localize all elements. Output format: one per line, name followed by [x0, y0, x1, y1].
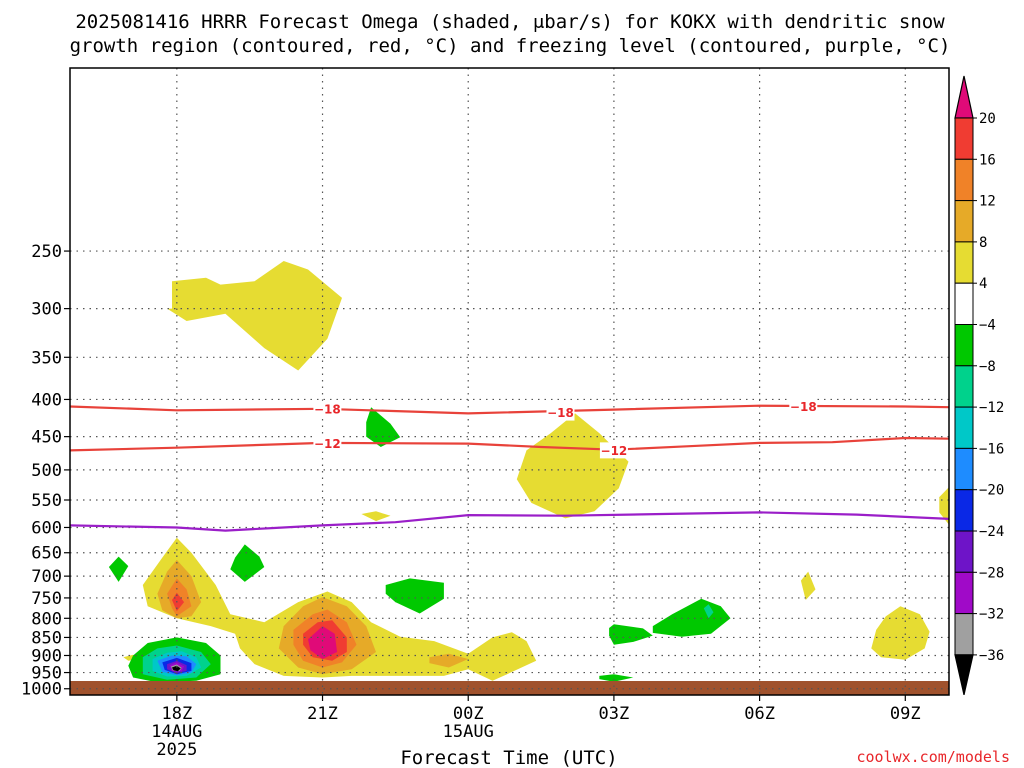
omega-region-6 [230, 544, 265, 582]
omega-region-0 [167, 261, 342, 371]
x-tick-label-09Z: 09Z [890, 704, 921, 724]
grid-lines [70, 68, 949, 695]
colorbar-swatch-9 [954, 447, 974, 491]
y-tick-label-300: 300 [31, 300, 62, 320]
omega-region-29 [703, 604, 714, 619]
colorbar-swatch-8 [954, 406, 974, 449]
omega-region-16 [308, 626, 338, 659]
x-axis-ticks: 18Z 14AUG 2025 21Z 00Z 15AUG 03Z 06Z 09Z [151, 695, 921, 760]
y-tick-label-700: 700 [31, 567, 62, 587]
colorbar-label-13: −36 [979, 648, 1004, 664]
colorbar-bottom-arrow [954, 654, 974, 696]
omega-region-5 [108, 556, 129, 582]
omega-region-27 [609, 624, 653, 645]
colorbar-swatch-11 [954, 530, 974, 573]
colorbar-label-11: −28 [979, 565, 1004, 581]
contour-label-bg [313, 400, 342, 417]
colorbar-swatch-1 [954, 117, 974, 160]
colorbar: 20 16 12 8 4 −4 −8 −12 −16 −20 −24 −28 −32 −36 [954, 75, 1004, 696]
colorbar-label-8: −16 [979, 441, 1004, 457]
colorbar-label-10: −24 [979, 524, 1004, 540]
colorbar-label-3: 8 [979, 235, 987, 251]
x-tick-label-03Z: 03Z [599, 704, 630, 724]
colorbar-swatch-3 [954, 200, 974, 243]
contour-label-bg [789, 398, 818, 415]
colorbar-label-7: −12 [979, 400, 1004, 416]
colorbar-swatch-7 [954, 365, 974, 408]
omega-region-30 [599, 674, 634, 682]
colorbar-label-5: −4 [979, 318, 996, 334]
y-tick-label-900: 900 [31, 646, 62, 666]
colorbar-swatch-5 [954, 282, 974, 326]
colorbar-label-0: 20 [979, 111, 996, 127]
contour-line-0 [69, 404, 950, 415]
ground-bar [70, 681, 949, 695]
y-tick-label-800: 800 [31, 609, 62, 629]
colorbar-swatch-6 [954, 324, 974, 367]
omega-region-3 [361, 511, 391, 522]
omega-region-26 [172, 665, 181, 672]
colorbar-label-12: −32 [979, 607, 1004, 623]
contour-label-0-0: −18 [314, 402, 341, 416]
y-tick-label-250: 250 [31, 242, 62, 262]
y-tick-label-400: 400 [31, 390, 62, 410]
y-tick-label-1000: 1000 [21, 680, 62, 700]
y-tick-label-550: 550 [31, 491, 62, 511]
colorbar-label-4: 4 [979, 276, 987, 292]
x-axis-label: Forecast Time (UTC) [400, 747, 617, 768]
omega-shading [108, 261, 949, 683]
y-tick-label-850: 850 [31, 628, 62, 648]
contour-line-1 [69, 436, 950, 452]
colorbar-label-2: 12 [979, 194, 996, 210]
contour-label-1-0: −12 [314, 437, 341, 451]
x-tick-label-00Z: 00Z 15AUG [443, 704, 494, 742]
temperature-contours: −18 −18 −18 −12 −12 [69, 398, 950, 532]
chart-title-line-1: 2025081416 HRRR Forecast Omega (shaded, … [75, 11, 945, 33]
omega-region-2 [516, 413, 629, 519]
colorbar-swatch-4 [954, 241, 974, 284]
y-axis-ticks: 2503003504004505005506006507007508008509… [21, 242, 70, 700]
colorbar-top-arrow [954, 75, 974, 119]
colorbar-swatch-12 [954, 571, 974, 615]
y-tick-label-750: 750 [31, 589, 62, 609]
colorbar-swatch-2 [954, 158, 974, 202]
y-tick-label-650: 650 [31, 544, 62, 564]
colorbar-label-6: −8 [979, 359, 996, 375]
x-tick-label-18Z: 18Z 14AUG 2025 [151, 704, 202, 760]
omega-region-17 [429, 653, 469, 668]
y-tick-label-950: 950 [31, 664, 62, 684]
x-tick-label-06Z: 06Z [744, 704, 775, 724]
contour-label-bg [313, 435, 342, 452]
contour-line-2 [69, 511, 950, 532]
omega-region-7 [385, 578, 444, 614]
plot-frame [69, 67, 950, 696]
colorbar-swatch-10 [954, 489, 974, 532]
contour-label-1-1: −12 [601, 444, 628, 458]
y-tick-label-600: 600 [31, 518, 62, 538]
omega-region-31 [800, 571, 816, 600]
colorbar-swatch-13 [954, 613, 974, 656]
contour-label-bg [599, 442, 628, 459]
source-credit: coolwx.com/models [856, 748, 1010, 766]
y-tick-label-450: 450 [31, 428, 62, 448]
y-tick-label-350: 350 [31, 348, 62, 368]
chart-title-line-2: growth region (contoured, red, °C) and f… [70, 35, 951, 57]
contour-label-0-1: −18 [547, 406, 574, 420]
omega-region-28 [652, 598, 731, 637]
contour-label-bg [546, 404, 575, 421]
omega-region-32 [871, 606, 930, 660]
x-tick-label-21Z: 21Z [307, 704, 338, 724]
omega-region-4 [939, 487, 949, 525]
y-tick-label-500: 500 [31, 461, 62, 481]
colorbar-label-1: 16 [979, 152, 996, 168]
omega-region-1 [366, 407, 401, 447]
contour-label-0-2: −18 [790, 400, 817, 414]
colorbar-label-9: −20 [979, 483, 1004, 499]
